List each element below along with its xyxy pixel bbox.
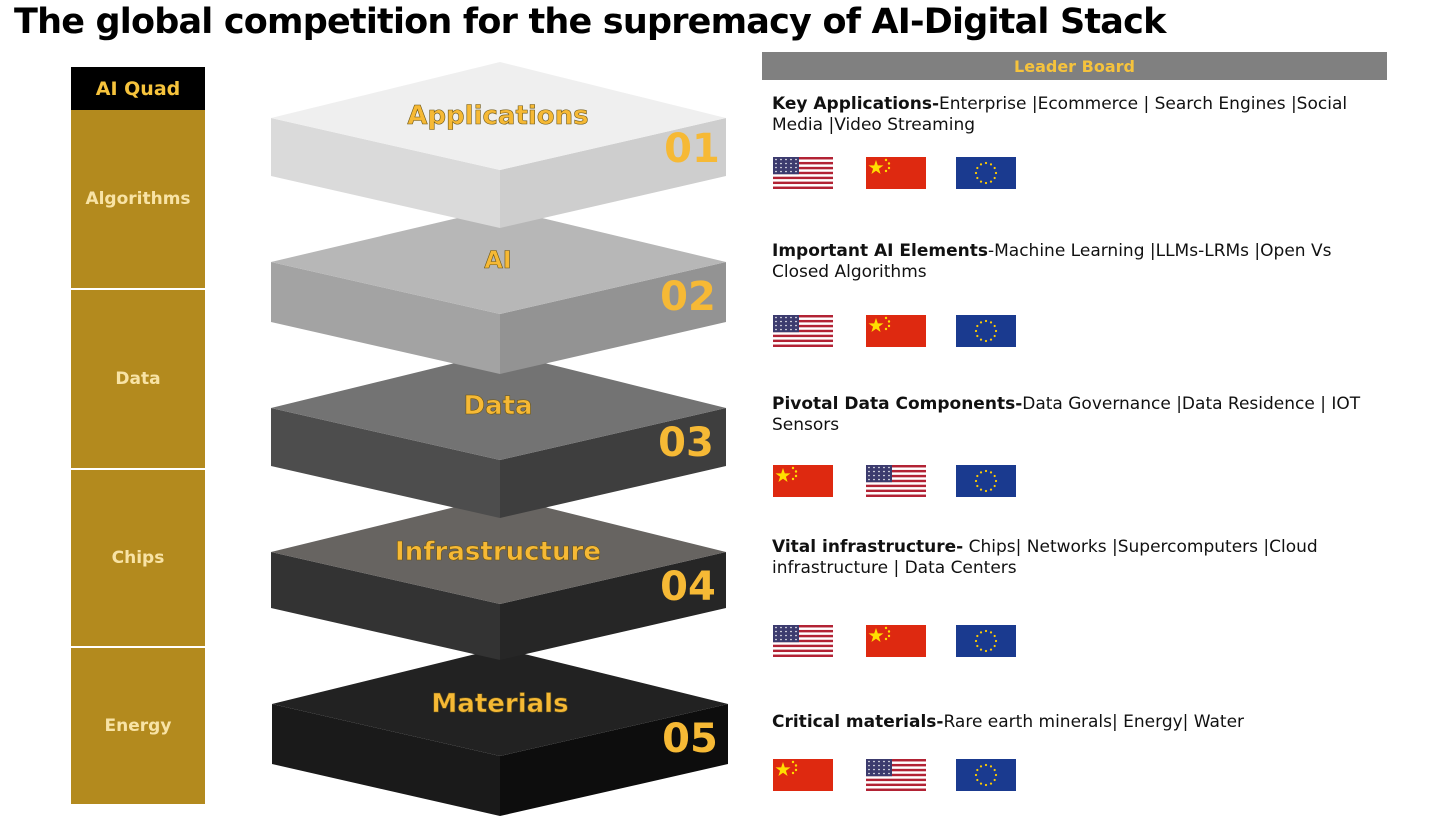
layer-infrastructure: Infrastructure 04	[271, 496, 726, 660]
row-text: Data Governance |Data Residence | IOT Se…	[772, 394, 1361, 435]
layer-number-03: 03	[658, 420, 714, 466]
layer-number-05: 05	[662, 716, 718, 762]
layer-data: Data 03	[271, 352, 726, 518]
row-text: Enterprise |Ecommerce | Search Engines |…	[772, 94, 1348, 135]
quad-item-algorithms: Algorithms	[71, 110, 205, 290]
eu-flag-icon	[956, 625, 1016, 657]
row-text: Chips| Networks |Supercomputers |Cloud i…	[772, 537, 1318, 578]
row-key: Pivotal Data Components-	[772, 394, 1023, 414]
stack-diagram: Materials 05 Infrastructure 04 Data 03 A…	[271, 62, 728, 816]
layer-ai: AI 02	[271, 208, 726, 374]
us-flag-icon	[773, 625, 833, 658]
row-key: Critical materials-	[772, 712, 944, 732]
layer-label-materials: Materials	[431, 689, 568, 719]
row-text: Rare earth minerals| Energy| Water	[943, 712, 1245, 732]
leaderboard-row-materials: Critical materials-Rare earth minerals| …	[772, 712, 1392, 733]
quad-item-chips: Chips	[71, 470, 205, 648]
layer-label-infrastructure: Infrastructure	[395, 537, 601, 567]
row-text: -Machine Learning |LLMs-LRMs |Open Vs Cl…	[772, 241, 1332, 282]
quad-item-data: Data	[71, 290, 205, 470]
row-key: Vital infrastructure-	[772, 537, 964, 557]
layer-number-04: 04	[660, 564, 716, 610]
us-flag-icon	[866, 759, 926, 792]
layer-materials: Materials 05	[272, 648, 728, 816]
us-flag-icon	[773, 315, 833, 348]
layer-label-applications: Applications	[407, 101, 588, 131]
leaderboard-header: Leader Board	[762, 52, 1387, 80]
leaderboard-row-applications: Key Applications-Enterprise |Ecommerce |…	[772, 94, 1392, 136]
page-title: The global competition for the supremacy…	[14, 2, 1166, 42]
leaderboard-row-data: Pivotal Data Components-Data Governance …	[772, 394, 1392, 436]
layer-applications: Applications 01	[271, 62, 726, 228]
china-flag-icon	[866, 157, 926, 189]
layer-number-01: 01	[664, 126, 720, 172]
layer-label-data: Data	[463, 391, 532, 421]
china-flag-icon	[866, 315, 926, 347]
leaderboard-row-ai: Important AI Elements-Machine Learning |…	[772, 241, 1392, 283]
row-key: Important AI Elements	[772, 241, 988, 261]
leaderboard-row-infrastructure: Vital infrastructure- Chips| Networks |S…	[772, 537, 1392, 579]
layer-number-02: 02	[660, 274, 716, 320]
layer-label-ai: AI	[484, 246, 512, 274]
eu-flag-icon	[956, 315, 1016, 347]
us-flag-icon	[866, 465, 926, 498]
china-flag-icon	[773, 465, 833, 497]
eu-flag-icon	[956, 759, 1016, 791]
eu-flag-icon	[956, 465, 1016, 497]
quad-item-energy: Energy	[71, 648, 205, 804]
ai-quad-header: AI Quad	[71, 67, 205, 110]
china-flag-icon	[773, 759, 833, 791]
us-flag-icon	[773, 157, 833, 190]
row-key: Key Applications-	[772, 94, 940, 114]
china-flag-icon	[866, 625, 926, 657]
eu-flag-icon	[956, 157, 1016, 189]
